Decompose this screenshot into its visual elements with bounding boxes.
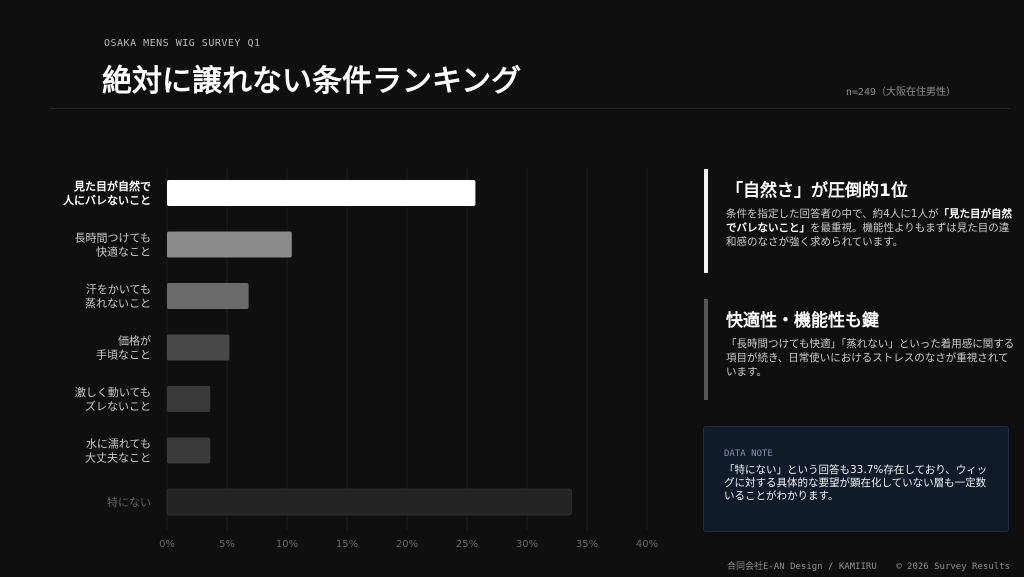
category-label: 価格が bbox=[118, 334, 151, 348]
insight-accent-line bbox=[704, 299, 708, 400]
insight-title: 「自然さ」が圧倒的1位 bbox=[726, 181, 908, 201]
category-label: 快適なこと bbox=[96, 245, 151, 259]
x-tick-label: 40% bbox=[636, 539, 658, 550]
x-tick-label: 15% bbox=[336, 539, 358, 550]
category-label: 水に濡れても bbox=[86, 438, 151, 451]
category-label: 特にない bbox=[107, 495, 151, 509]
bar bbox=[167, 386, 211, 412]
data-note-text: 「特にない」という回答も33.7%存在しており、ウィッグに対する具体的な要望が顕… bbox=[724, 464, 988, 502]
x-tick-label: 20% bbox=[396, 539, 418, 550]
x-tick-label: 0% bbox=[159, 539, 175, 550]
insight-text: 「長時間つけても快適」「蒸れない」といった着用感に関する項目が続き、日常使いにお… bbox=[726, 338, 1015, 378]
x-tick-label: 35% bbox=[576, 539, 598, 550]
bar bbox=[167, 231, 292, 258]
insight-text: 条件を指定した回答者の中で、約4人に1人が「見た目が自然でバレないこと」を最重視… bbox=[726, 208, 1012, 248]
bar bbox=[167, 180, 476, 206]
category-label: 見た目が自然で bbox=[73, 179, 151, 193]
x-tick-label: 10% bbox=[276, 539, 298, 550]
bar bbox=[167, 437, 211, 464]
header-divider bbox=[50, 108, 1010, 109]
footer: 合同会社E-AN Design / KAMIIRU © 2026 Survey … bbox=[727, 559, 1010, 572]
data-note-box: DATA NOTE 「特にない」という回答も33.7%存在しており、ウィッグに対… bbox=[703, 426, 1009, 532]
sample-size-note: n=249（大阪在住男性） bbox=[845, 87, 956, 98]
bar bbox=[167, 283, 249, 309]
category-label: 手頃なこと bbox=[96, 348, 151, 362]
survey-eyebrow: OSAKA MENS WIG SURVEY Q1 bbox=[104, 38, 261, 49]
ranking-bar-chart: 0% 5% 10% 15% 20% 25% 30% 35% 40% 見た目が自然で人にバレないこと… bbox=[63, 168, 658, 550]
bar bbox=[167, 334, 230, 361]
insight-card-naturalness: 「自然さ」が圧倒的1位 条件を指定した回答者の中で、約4人に1人が「見た目が自然… bbox=[704, 169, 1016, 273]
insight-card-comfort: 快適性・機能性も鍵 「長時間つけても快適」「蒸れない」といった着用感に関する項目… bbox=[704, 299, 1016, 400]
category-label: 汗をかいても bbox=[86, 283, 151, 296]
insight-title: 快適性・機能性も鍵 bbox=[726, 311, 879, 331]
category-label: 激しく動いても bbox=[75, 385, 151, 399]
category-label: ズレないこと bbox=[85, 399, 151, 413]
x-tick-label: 5% bbox=[219, 539, 235, 550]
data-note-label: DATA NOTE bbox=[724, 449, 773, 459]
x-tick-label: 30% bbox=[516, 539, 538, 550]
footer-company: 合同会社E-AN Design / KAMIIRU bbox=[726, 562, 877, 572]
category-label: 人にバレないこと bbox=[63, 193, 151, 207]
x-tick-label: 25% bbox=[456, 539, 478, 550]
category-label: 長時間つけても bbox=[75, 232, 151, 245]
insight-emphasis: 「見た目が自然でバレないこと」 bbox=[726, 208, 1012, 234]
insight-accent-line bbox=[704, 169, 708, 273]
bar bbox=[166, 488, 572, 516]
page-title: 絶対に譲れない条件ランキング bbox=[102, 64, 522, 99]
footer-copyright: © 2026 Survey Results bbox=[896, 562, 1010, 572]
category-label: 蒸れないこと bbox=[85, 297, 151, 310]
category-label: 大丈夫なこと bbox=[85, 451, 151, 465]
